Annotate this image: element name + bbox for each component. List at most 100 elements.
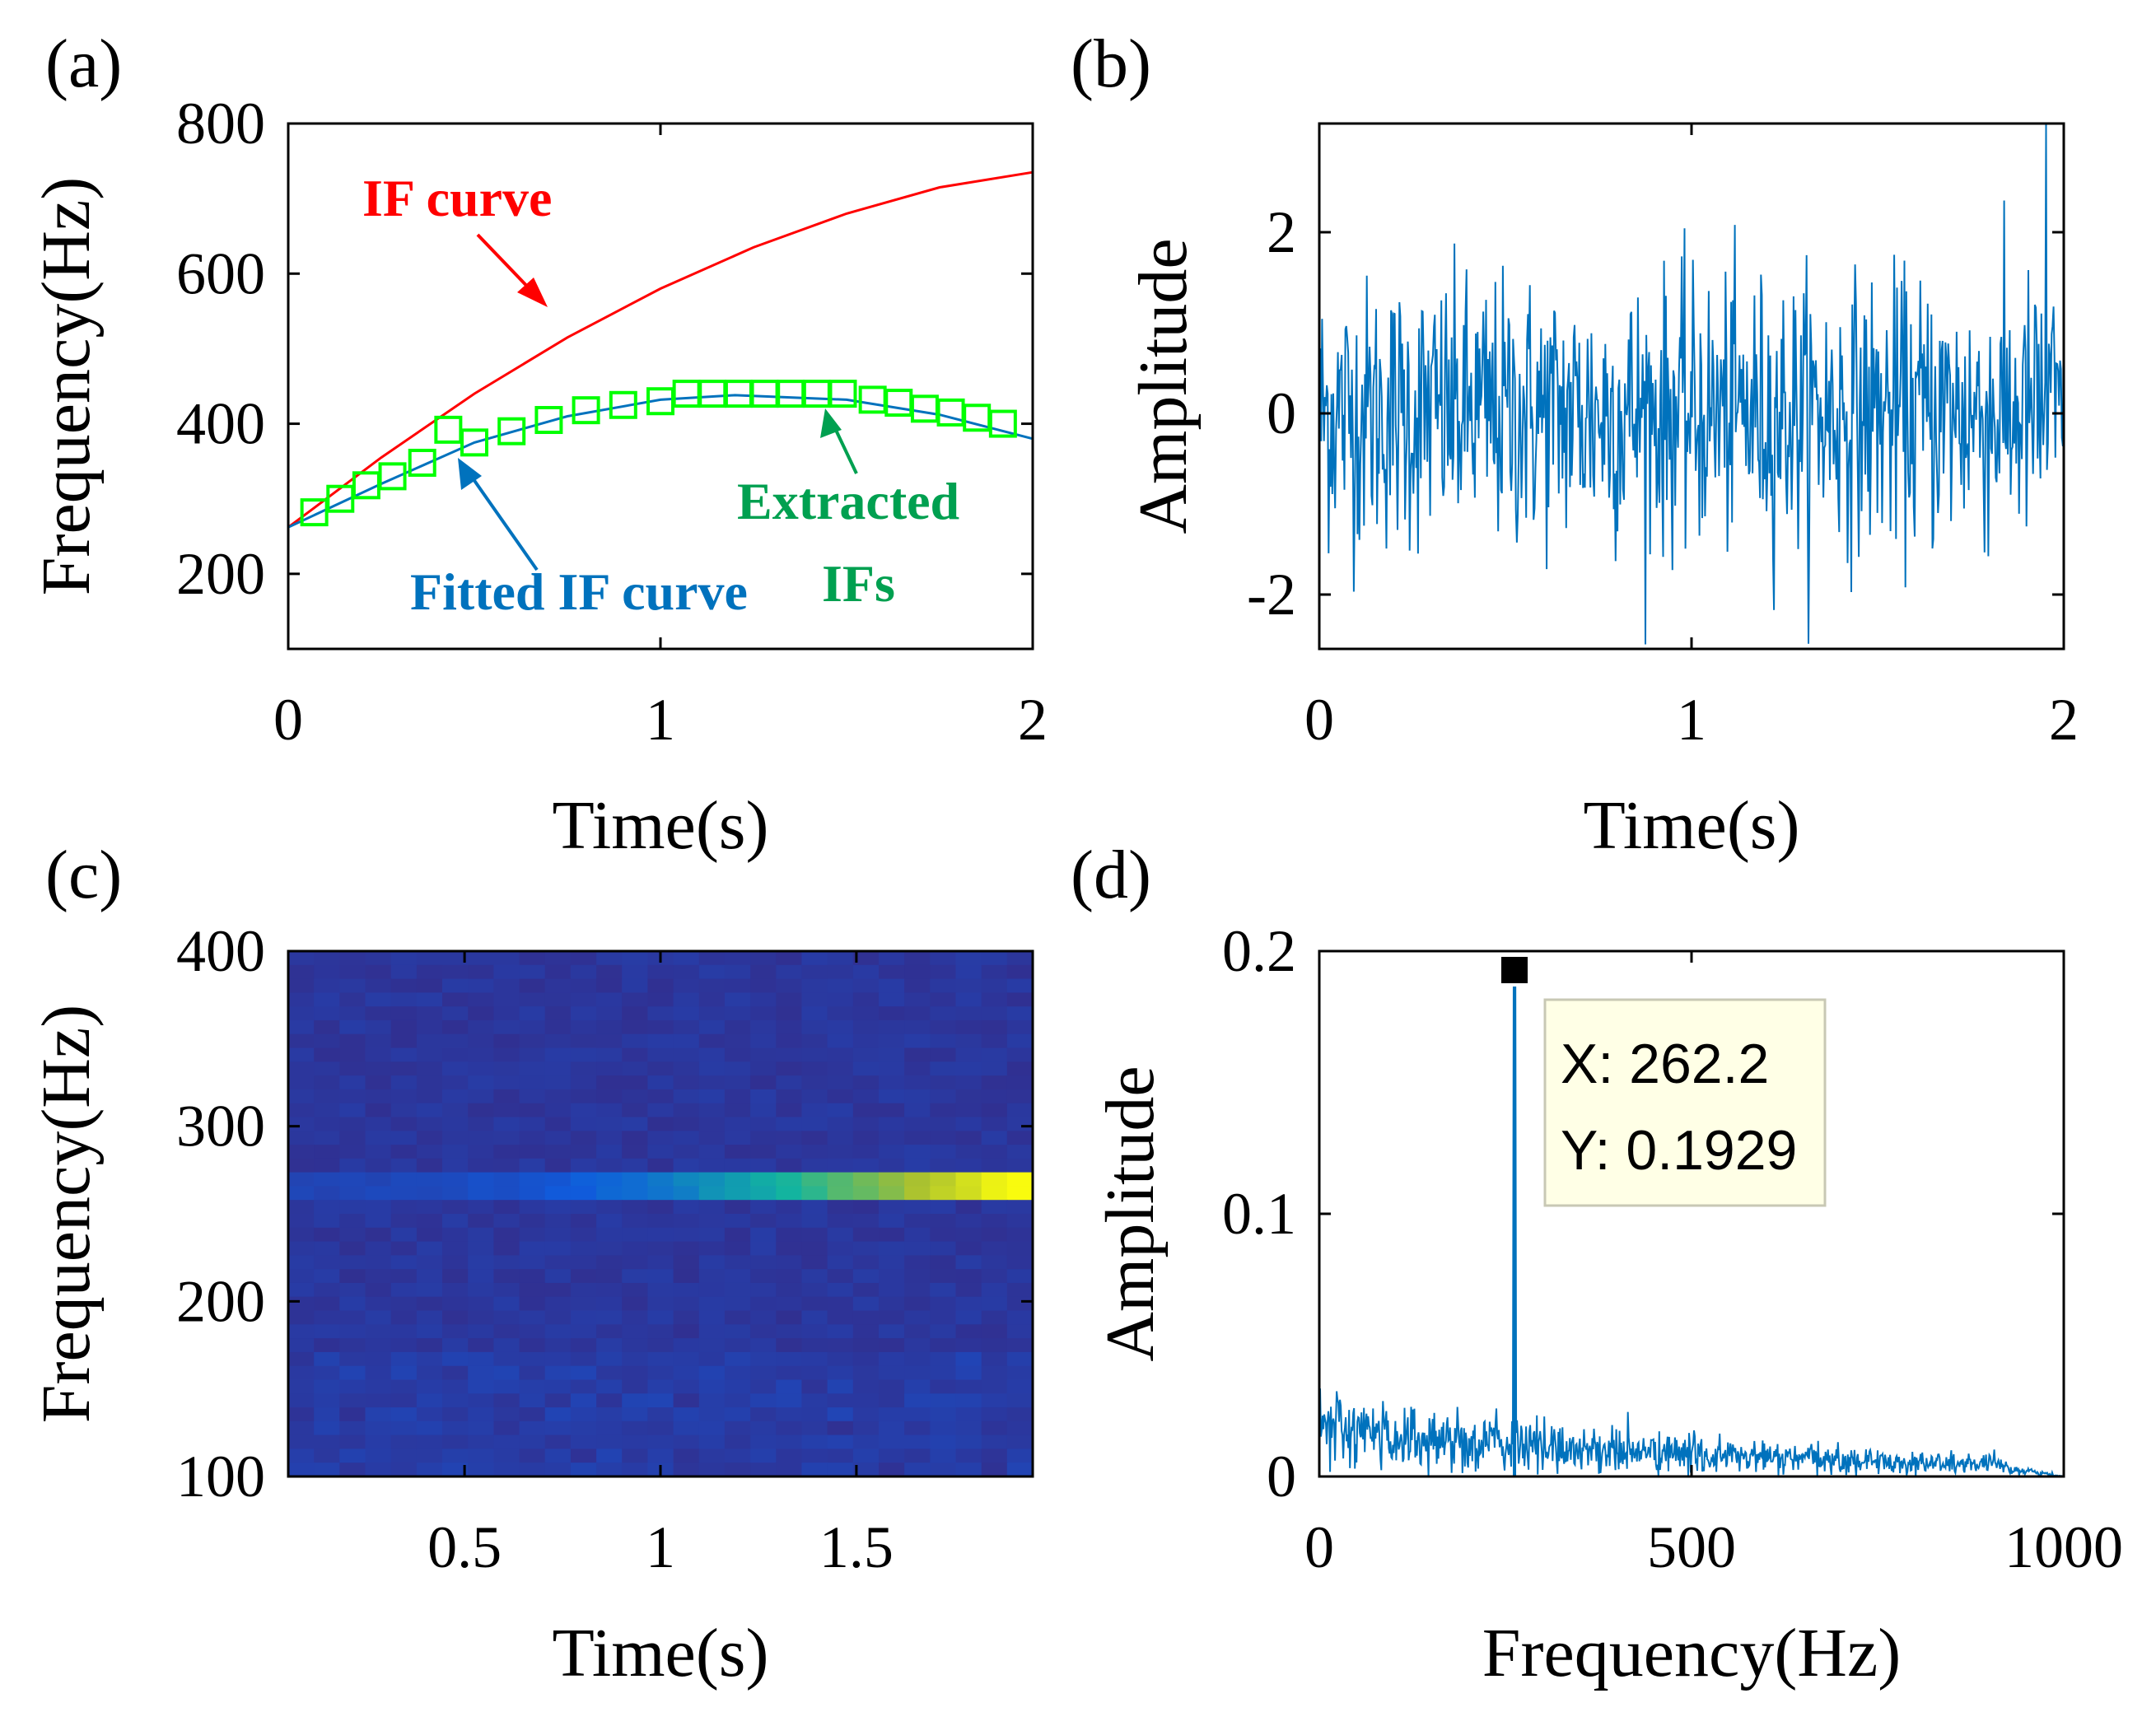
heatmap-cell (570, 1255, 597, 1270)
heatmap-cell (827, 1117, 854, 1131)
heatmap-cell (724, 1103, 751, 1118)
heatmap-cell (955, 1131, 982, 1145)
heatmap-cell (647, 1131, 674, 1145)
heatmap-cell (622, 1351, 648, 1367)
heatmap-cell (493, 1047, 520, 1062)
heatmap-cell (698, 1103, 726, 1118)
heatmap-cell (544, 1255, 572, 1270)
heatmap-cell (955, 1338, 982, 1353)
heatmap-cell (1006, 1117, 1034, 1131)
heatmap-cell (801, 1172, 828, 1187)
annotation-extracted: Extracted (737, 472, 959, 530)
heatmap-cell (288, 1019, 315, 1035)
heatmap-cell (879, 1033, 905, 1049)
heatmap-cell (981, 1338, 1008, 1353)
heatmap-cell (1006, 1172, 1034, 1187)
heatmap-cell (570, 1019, 597, 1035)
heatmap-cell (776, 1227, 803, 1243)
heatmap-cell (981, 1269, 1008, 1284)
datatip-marker[interactable] (1498, 954, 1531, 987)
heatmap-cell (750, 1296, 777, 1312)
heatmap-cell (647, 964, 674, 980)
heatmap-cell (365, 1186, 392, 1201)
heatmap-cell (596, 1214, 623, 1229)
heatmap-cell (468, 1269, 494, 1284)
heatmap-cell (776, 1407, 803, 1422)
heatmap-cell (442, 992, 469, 1007)
heatmap-cell (1006, 1061, 1034, 1076)
heatmap-cell (314, 951, 340, 966)
heatmap-cell (750, 1255, 777, 1270)
heatmap-cell (981, 1131, 1008, 1145)
heatmap-cell (930, 1407, 957, 1422)
heatmap-cell (288, 1033, 315, 1049)
heatmap-cell (879, 1310, 905, 1325)
heatmap-cell (339, 1269, 366, 1284)
heatmap-cell (724, 1462, 751, 1477)
heatmap-cell (493, 1061, 520, 1076)
heatmap-cell (596, 1434, 623, 1449)
heatmap-cell (570, 1448, 597, 1463)
heatmap-cell (570, 1351, 597, 1367)
panel-b-xtick-label: 1 (1677, 687, 1706, 753)
heatmap-cell (750, 1158, 777, 1173)
heatmap-cell (596, 1089, 623, 1104)
heatmap-cell (570, 1282, 597, 1298)
heatmap-cell (570, 964, 597, 980)
heatmap-cell (827, 1158, 854, 1173)
heatmap-cell (827, 1145, 854, 1159)
panel-c-ytick-label: 400 (176, 918, 265, 984)
heatmap-cell (339, 1158, 366, 1173)
panel-a-ticks: 0 1 2 200 400 600 800 (176, 91, 1048, 753)
heatmap-cell (955, 1462, 982, 1477)
panel-d-xtick-label: 0 (1304, 1514, 1334, 1580)
heatmap-cell (852, 1393, 880, 1408)
heatmap-cell (930, 1296, 957, 1312)
heatmap-cell (468, 1282, 494, 1298)
heatmap-cell (852, 1351, 880, 1367)
heatmap-cell (904, 1434, 931, 1449)
heatmap-cell (647, 1103, 674, 1118)
heatmap-cell (544, 1186, 572, 1201)
heatmap-cell (365, 1019, 392, 1035)
heatmap-cell (365, 978, 392, 993)
heatmap-cell (981, 1075, 1008, 1090)
heatmap-cell (519, 951, 546, 966)
heatmap-cell (647, 1310, 674, 1325)
heatmap-cell (622, 1158, 648, 1173)
heatmap-cell (339, 1448, 366, 1463)
heatmap-cell (596, 1407, 623, 1422)
heatmap-cell (519, 1379, 546, 1394)
heatmap-cell (596, 1379, 623, 1394)
heatmap-cell (647, 1420, 674, 1436)
heatmap-cell (724, 1379, 751, 1394)
heatmap-cell (622, 1214, 648, 1229)
heatmap-cell (596, 1145, 623, 1159)
heatmap-cell (519, 1407, 546, 1422)
heatmap-cell (724, 1269, 751, 1284)
heatmap-cell (673, 1282, 700, 1298)
heatmap-cell (698, 1379, 726, 1394)
heatmap-cell (930, 964, 957, 980)
heatmap-cell (468, 951, 494, 966)
heatmap-cell (724, 1227, 751, 1243)
heatmap-cell (827, 1061, 854, 1076)
datatip-box[interactable] (1543, 998, 1827, 1207)
heatmap-cell (622, 1462, 648, 1477)
heatmap-cell (596, 1200, 623, 1215)
extracted-if-marker (858, 385, 887, 414)
heatmap-cell (314, 1200, 340, 1215)
arrowhead-fitted-if-curve (458, 458, 482, 490)
heatmap-cell (544, 964, 572, 980)
heatmap-cell (570, 1047, 597, 1062)
heatmap-cell (673, 1172, 700, 1187)
heatmap-cell (622, 1420, 648, 1436)
heatmap-cell (750, 1434, 777, 1449)
series-if-curve (287, 170, 1034, 529)
heatmap-cell (724, 1214, 751, 1229)
heatmap-cell (879, 1061, 905, 1076)
heatmap-cell (288, 1089, 315, 1104)
heatmap-cell (776, 978, 803, 993)
heatmap-cell (801, 1269, 828, 1284)
heatmap-cell (339, 951, 366, 966)
